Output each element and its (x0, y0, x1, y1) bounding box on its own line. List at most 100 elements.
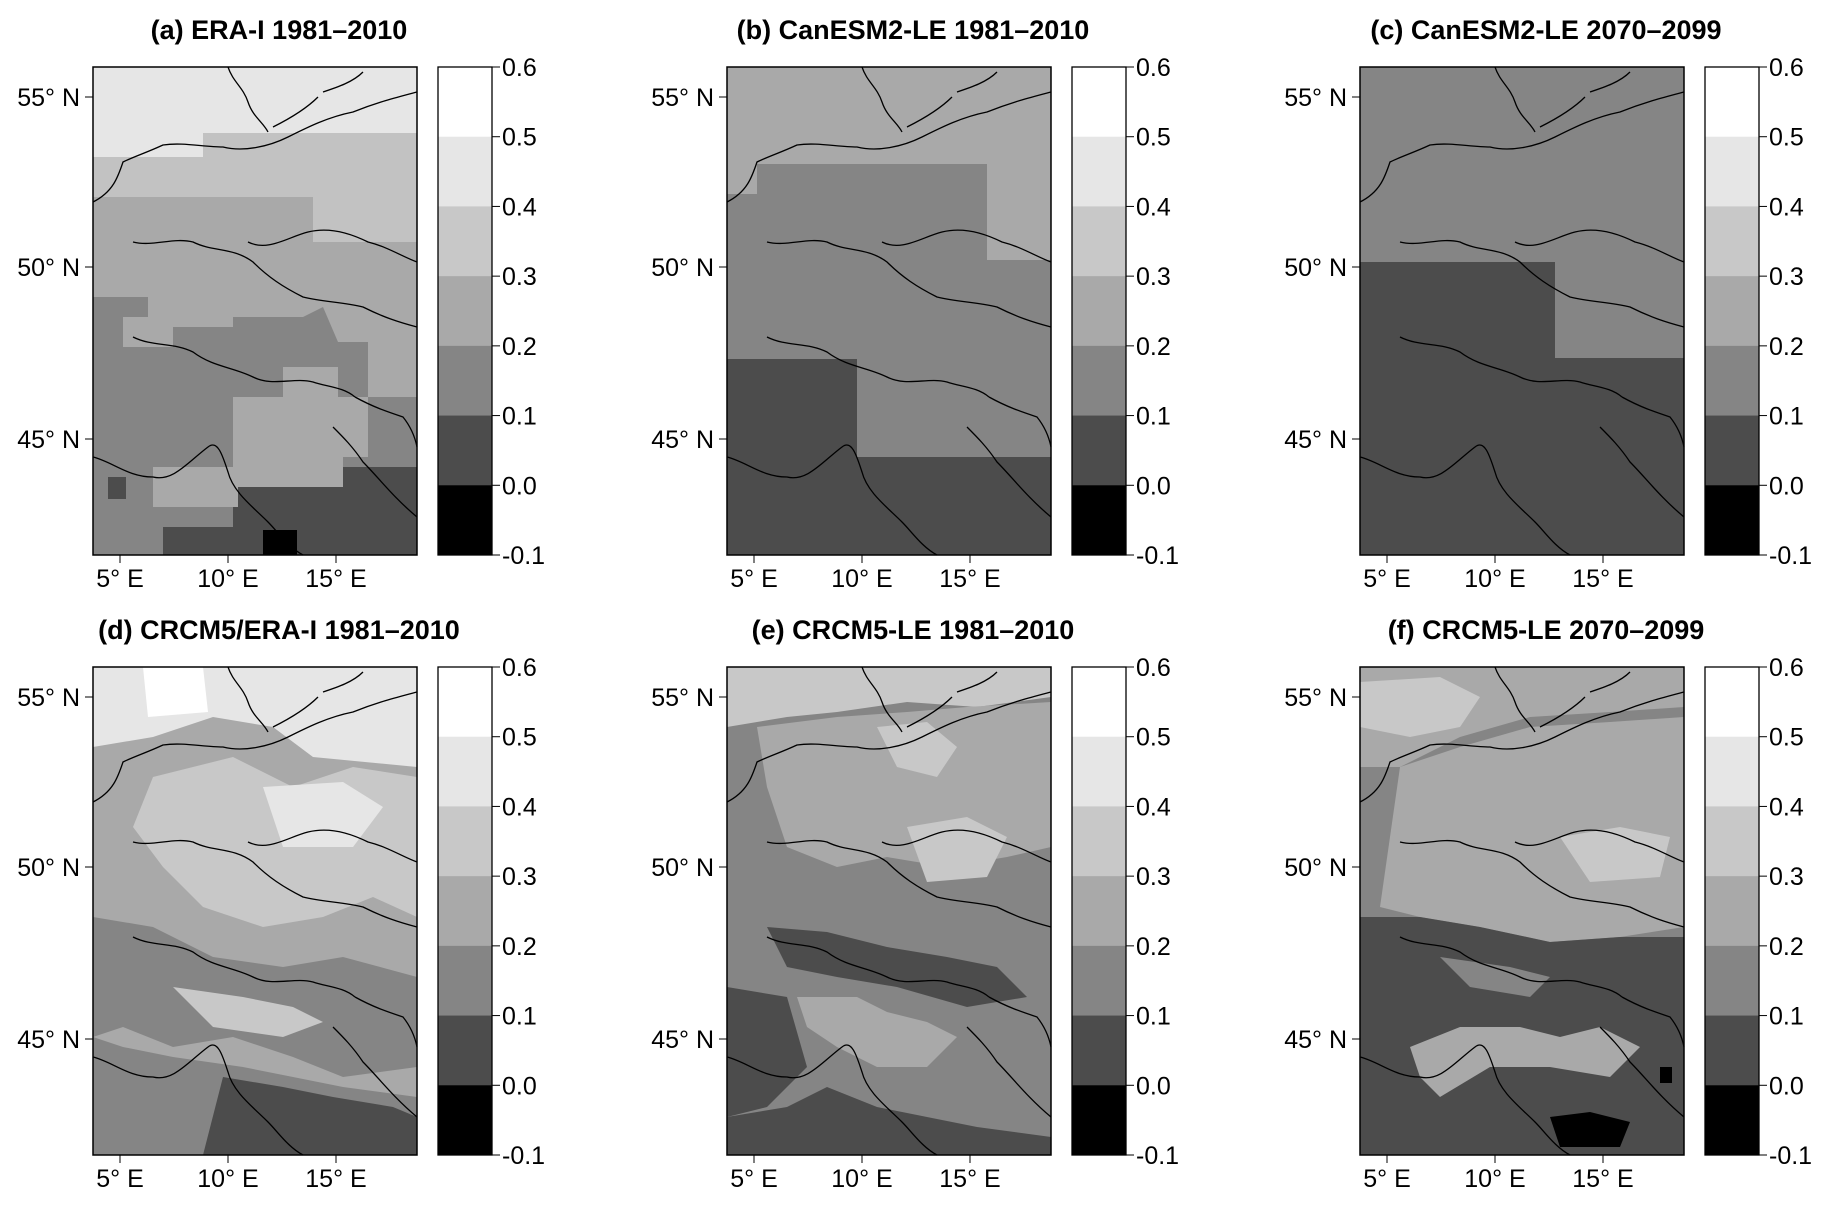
y-tick-label: 45° N (1284, 1026, 1347, 1054)
colorbar-tick-label: 0.2 (1136, 933, 1171, 961)
y-tick-label: 55° N (651, 684, 714, 712)
plot-frame (92, 666, 418, 1156)
y-tick-label: 45° N (651, 1026, 714, 1054)
y-tick-label: 55° N (1284, 84, 1347, 112)
colorbar-tick-label: 0.3 (502, 263, 537, 291)
colorbar-swatch (1705, 345, 1759, 417)
panel-a: (a) ERA-I 1981–2010 (17, 15, 545, 593)
colorbar-tick-label: 0.4 (1136, 793, 1171, 821)
colorbar-swatch (438, 806, 492, 877)
plot-frame (1359, 66, 1685, 556)
panel-f: (f) CRCM5-LE 2070–2099 (1284, 615, 1812, 1193)
panel-d: (d) CRCM5/ERA-I 1981–2010 (17, 615, 545, 1193)
colorbar-swatch (1072, 67, 1126, 138)
colorbar-tick-label: 0.6 (1769, 654, 1804, 682)
colorbar-tick-label: 0.0 (1136, 472, 1171, 500)
colorbar-tick-label: 0.6 (1136, 654, 1171, 682)
colorbar-swatch (1072, 206, 1126, 277)
colorbar-tick-label: 0.2 (502, 333, 537, 361)
coastline-borders (726, 666, 1052, 1156)
heatmap-map (727, 667, 1051, 1155)
colorbar-tick-label: 0.6 (502, 654, 537, 682)
plot-frame (1359, 666, 1685, 1156)
colorbar-swatch (438, 206, 492, 277)
colorbar-tick-label: -0.1 (1136, 542, 1179, 570)
colorbar-tick-label: 0.5 (1136, 724, 1171, 752)
panel-title: (f) CRCM5-LE 2070–2099 (1388, 615, 1705, 645)
colorbar-swatch (438, 736, 492, 807)
colorbar-swatch (1072, 945, 1126, 1017)
x-tick-label: 10° E (1464, 565, 1525, 593)
colorbar-swatch (438, 415, 492, 486)
x-tick-label: 5° E (1363, 1165, 1411, 1193)
colorbar-tick-label: -0.1 (502, 542, 545, 570)
colorbar-swatch (1072, 1015, 1126, 1086)
heatmap-map (93, 67, 417, 555)
heatmap-map (93, 667, 417, 1155)
colorbar-tick-label: 0.0 (1769, 472, 1804, 500)
x-tick-label: 10° E (831, 565, 892, 593)
colorbar: 0.6 0.5 0.4 0.3 0.2 0.1 0.0 -0.1 (1704, 54, 1812, 570)
colorbar-tick-label: 0.3 (1769, 863, 1804, 891)
colorbar-tick-label: 0.0 (502, 1072, 537, 1100)
x-tick-label: 5° E (96, 1165, 144, 1193)
colorbar-tick-label: -0.1 (1136, 1142, 1179, 1170)
colorbar-swatch (1705, 485, 1759, 556)
x-tick-label: 5° E (730, 565, 778, 593)
colorbar-tick-label: 0.5 (1769, 724, 1804, 752)
y-tick-label: 50° N (17, 254, 80, 282)
panel-title: (a) ERA-I 1981–2010 (151, 15, 408, 45)
x-axis: 5° E 10° E 15° E (96, 1155, 367, 1193)
coastline-borders (1359, 666, 1685, 1156)
y-tick-label: 55° N (17, 84, 80, 112)
y-axis: 55° N 50° N 45° N (17, 684, 93, 1054)
x-axis: 5° E 10° E 15° E (1363, 1155, 1634, 1193)
x-axis: 5° E 10° E 15° E (730, 1155, 1001, 1193)
y-axis: 55° N 50° N 45° N (1284, 684, 1360, 1054)
colorbar-swatch (1705, 736, 1759, 807)
panel-title: (e) CRCM5-LE 1981–2010 (752, 615, 1075, 645)
colorbar: 0.6 0.5 0.4 0.3 0.2 0.1 0.0 -0.1 (437, 54, 545, 570)
y-tick-label: 50° N (651, 854, 714, 882)
colorbar-tick-label: 0.3 (1136, 863, 1171, 891)
colorbar-tick-label: 0.6 (1769, 54, 1804, 82)
panel-title: (d) CRCM5/ERA-I 1981–2010 (98, 615, 460, 645)
plot-frame (92, 66, 418, 556)
colorbar-swatch (438, 485, 492, 556)
colorbar-tick-label: 0.1 (502, 1003, 537, 1031)
x-tick-label: 5° E (730, 1165, 778, 1193)
colorbar-tick-label: -0.1 (1769, 1142, 1812, 1170)
colorbar-tick-label: 0.4 (1769, 793, 1804, 821)
coastline-borders (1359, 66, 1685, 556)
y-tick-label: 50° N (1284, 254, 1347, 282)
colorbar-swatch (1705, 806, 1759, 877)
x-tick-label: 15° E (1572, 565, 1633, 593)
colorbar-swatch (438, 667, 492, 738)
colorbar-swatch (1072, 415, 1126, 486)
y-tick-label: 50° N (651, 254, 714, 282)
colorbar-tick-label: 0.2 (1136, 333, 1171, 361)
colorbar-swatch (1705, 1015, 1759, 1086)
colorbar-swatch (1072, 876, 1126, 947)
colorbar-tick-label: 0.6 (502, 54, 537, 82)
colorbar-tick-label: 0.5 (502, 724, 537, 752)
panel-b: (b) CanESM2-LE 1981–2010 55° N 50° N (651, 15, 1179, 593)
colorbar-tick-label: -0.1 (502, 1142, 545, 1170)
colorbar: 0.6 0.5 0.4 0.3 0.2 0.1 0.0 -0.1 (437, 654, 545, 1170)
colorbar-tick-label: -0.1 (1769, 542, 1812, 570)
colorbar-tick-label: 0.2 (1769, 933, 1804, 961)
colorbar-swatch (1072, 136, 1126, 207)
colorbar-swatch (438, 67, 492, 138)
coastline-borders (92, 666, 418, 1156)
colorbar-swatch (1705, 276, 1759, 347)
colorbar-swatch (1072, 1085, 1126, 1156)
panel-c: (c) CanESM2-LE 2070–2099 55° N 50° N 45°… (1284, 15, 1812, 593)
y-tick-label: 55° N (17, 684, 80, 712)
plot-frame (726, 666, 1052, 1156)
colorbar-tick-label: 0.0 (502, 472, 537, 500)
y-axis: 55° N 50° N 45° N (651, 684, 727, 1054)
heatmap-map (1360, 667, 1684, 1155)
colorbar: 0.6 0.5 0.4 0.3 0.2 0.1 0.0 -0.1 (1704, 654, 1812, 1170)
y-tick-label: 45° N (17, 1026, 80, 1054)
